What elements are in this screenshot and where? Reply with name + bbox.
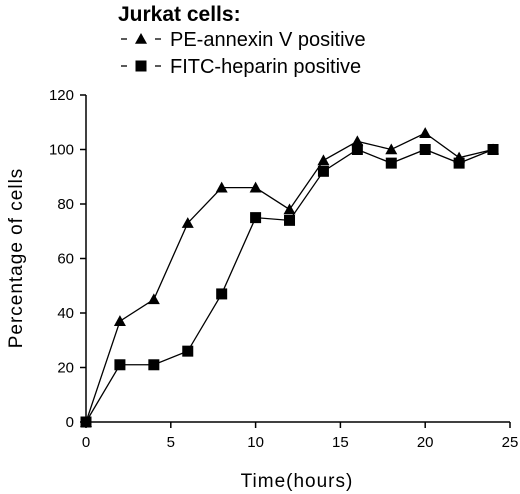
data-point bbox=[182, 345, 194, 357]
data-point bbox=[181, 217, 194, 228]
data-point bbox=[453, 157, 465, 169]
data-point bbox=[419, 144, 431, 155]
series-line bbox=[85, 148, 494, 423]
plot-area: 0 5 10 15 20 25 0 20 40 60 80 100 120 bbox=[49, 87, 518, 451]
data-point bbox=[249, 181, 262, 193]
x-tick-label: 5 bbox=[167, 434, 175, 451]
data-point bbox=[215, 181, 228, 193]
x-axis-label: Time(hours) bbox=[241, 471, 354, 492]
y-tick-label: 0 bbox=[66, 414, 74, 431]
x-tick-label: 10 bbox=[247, 434, 264, 451]
y-tick-label: 100 bbox=[49, 142, 74, 159]
data-point bbox=[148, 359, 160, 371]
y-tick-label: 60 bbox=[57, 251, 74, 268]
data-point bbox=[250, 212, 262, 224]
data-point bbox=[147, 293, 160, 305]
y-tick-label: 120 bbox=[49, 87, 74, 104]
y-tick-label: 40 bbox=[57, 305, 74, 322]
series-1 bbox=[80, 127, 500, 427]
data-point bbox=[351, 144, 363, 155]
series-2 bbox=[80, 144, 499, 428]
legend-entry-2: FITC-heparin positive bbox=[121, 56, 361, 78]
data-point bbox=[317, 154, 330, 166]
data-point bbox=[113, 315, 126, 326]
data-point bbox=[385, 157, 397, 169]
data-point bbox=[351, 135, 364, 147]
data-point bbox=[419, 127, 432, 138]
data-point bbox=[385, 143, 398, 155]
x-tick-label: 20 bbox=[417, 434, 434, 451]
legend-marker bbox=[135, 33, 147, 44]
series-line bbox=[85, 132, 494, 423]
x-tick-label: 15 bbox=[332, 434, 349, 451]
data-point bbox=[487, 144, 499, 155]
legend-label: PE-annexin V positive bbox=[170, 29, 366, 51]
y-axis-label: Percentage of cells bbox=[6, 168, 27, 349]
data-point bbox=[114, 359, 126, 371]
data-point bbox=[283, 203, 296, 215]
legend-label: FITC-heparin positive bbox=[170, 56, 361, 78]
y-tick-label: 80 bbox=[57, 196, 74, 213]
y-tick-label: 20 bbox=[57, 360, 74, 377]
data-point bbox=[216, 288, 228, 300]
x-tick-label: 0 bbox=[82, 434, 90, 451]
legend-entry-1: PE-annexin V positive bbox=[121, 29, 366, 51]
data-point bbox=[317, 165, 329, 177]
legend-marker bbox=[135, 60, 147, 72]
legend: Jurkat cells: PE-annexin V positive FITC-… bbox=[118, 3, 366, 78]
data-point bbox=[284, 214, 296, 226]
data-point bbox=[80, 416, 92, 428]
legend-title: Jurkat cells: bbox=[118, 3, 241, 26]
x-tick-label: 25 bbox=[502, 434, 519, 451]
